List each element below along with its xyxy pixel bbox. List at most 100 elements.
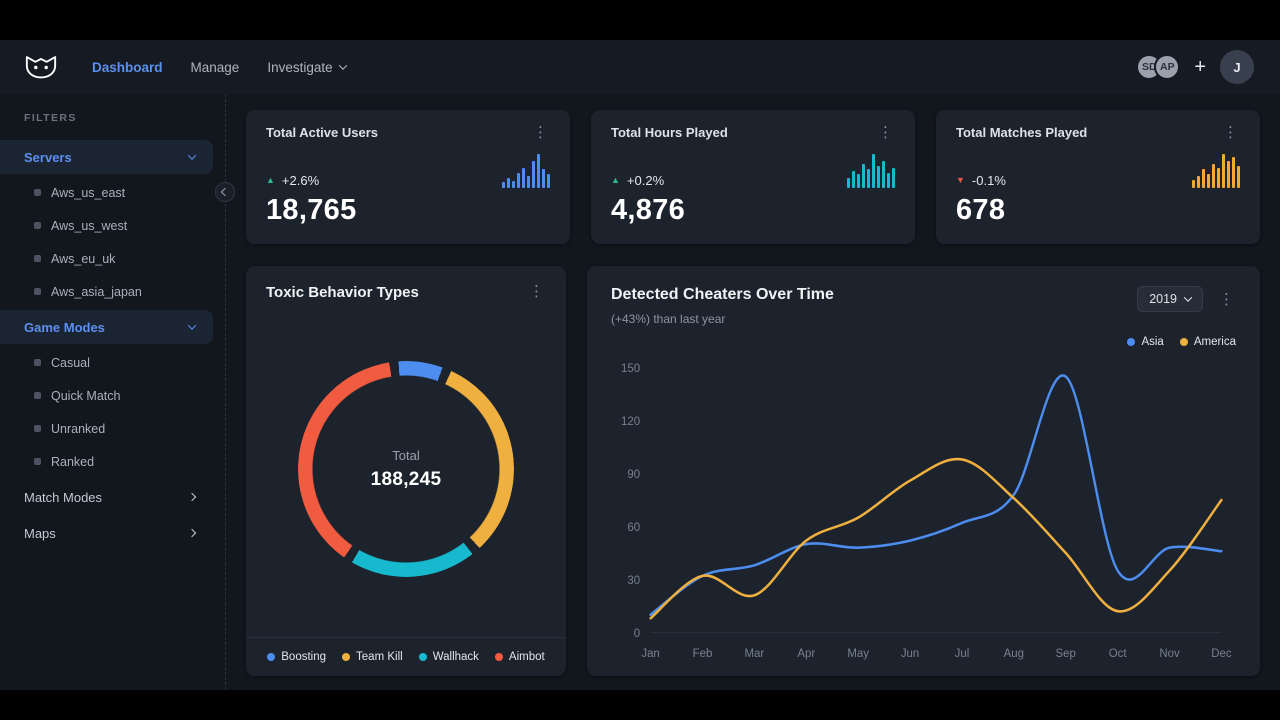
donut-center-label: Total 188,245 (298, 361, 514, 577)
axis-tick-label: May (847, 646, 869, 661)
legend-label: Boosting (281, 651, 327, 663)
hours-played-sparkline (847, 154, 895, 188)
matches-played-sparkline (1192, 154, 1240, 188)
brand-logo-icon[interactable] (24, 55, 58, 80)
cheaters-line-svg: 0 30 60 90 120 150 Jan Feb Mar Apr May Jun Jul Aug Sep… (621, 361, 1232, 661)
axis-tick-label: Jul (955, 646, 970, 661)
stat-change-value: +2.6% (281, 173, 320, 188)
axis-tick-label: 30 (627, 573, 640, 588)
stat-value: 678 (956, 194, 1006, 226)
nav-item-manage[interactable]: Manage (191, 60, 240, 75)
legend-item-asia[interactable]: Asia (1127, 336, 1164, 348)
spark-bar (857, 174, 860, 188)
donut-legend: Boosting Team Kill Wallhack Aimbot (246, 637, 566, 676)
stat-card-total-matches-played: Total Matches Played ⋮ ▼ -0.1% 678 (936, 110, 1260, 244)
card-title: Detected Cheaters Over Time (611, 286, 834, 303)
sidebar-section-servers[interactable]: Servers (0, 140, 213, 174)
nav-item-investigate[interactable]: Investigate (267, 59, 347, 75)
legend-item-aimbot[interactable]: Aimbot (494, 651, 545, 663)
legend-item-team-kill[interactable]: Team Kill (342, 651, 403, 663)
legend-dot (418, 653, 427, 661)
sidebar-section-match-modes[interactable]: Match Modes (0, 480, 213, 514)
spark-bar (882, 160, 885, 188)
sidebar-item-aws-eu-uk[interactable]: Aws_eu_uk (0, 242, 225, 275)
kebab-menu-icon[interactable]: ⋮ (878, 124, 893, 141)
bullet-icon (34, 425, 41, 432)
axis-tick-label: Sep (1056, 646, 1077, 661)
trend-up-icon: ▲ (266, 175, 275, 185)
sidebar-section-game-modes[interactable]: Game Modes (0, 310, 213, 344)
chevron-down-icon (187, 151, 197, 160)
legend-label: Aimbot (508, 651, 545, 663)
chevron-right-icon (187, 492, 197, 502)
chevron-down-icon (187, 321, 197, 330)
kebab-menu-icon[interactable]: ⋮ (1223, 124, 1238, 141)
axis-tick-label: 90 (627, 467, 640, 482)
cheaters-heading: Detected Cheaters Over Time (+43%) than … (611, 286, 834, 326)
user-avatar[interactable]: J (1220, 50, 1254, 84)
legend-dot (342, 653, 351, 661)
kebab-menu-icon[interactable]: ⋮ (1219, 290, 1234, 308)
sidebar-section-maps[interactable]: Maps (0, 516, 213, 550)
chevron-right-icon (187, 528, 197, 538)
legend-dot (494, 653, 503, 661)
stats-row: Total Active Users ⋮ ▲ +2.6% 18,765 (246, 110, 1260, 244)
axis-tick-label: Mar (745, 646, 765, 661)
toxic-behavior-card: Toxic Behavior Types ⋮ Total 188,245 (246, 266, 566, 676)
sidebar-item-aws-us-east[interactable]: Aws_us_east (0, 176, 225, 209)
kebab-menu-icon[interactable]: ⋮ (533, 124, 548, 141)
spark-bar (517, 172, 520, 188)
axis-tick-label: 0 (634, 625, 641, 640)
spark-bar (537, 154, 540, 188)
sidebar-collapse-button[interactable] (215, 182, 235, 202)
legend-item-boosting[interactable]: Boosting (267, 651, 326, 663)
nav-item-label: Investigate (267, 59, 333, 75)
stat-card-total-hours-played: Total Hours Played ⋮ ▲ +0.2% 4,876 (591, 110, 915, 244)
toxic-donut-ring (298, 361, 514, 577)
spark-bar (862, 164, 865, 188)
sidebar-item-unranked[interactable]: Unranked (0, 412, 225, 445)
sidebar-item-casual[interactable]: Casual (0, 346, 225, 379)
spark-bar (872, 154, 875, 188)
axis-tick-label: Aug (1004, 646, 1024, 661)
axis-tick-label: Jun (901, 646, 919, 661)
axis-tick-label: Feb (693, 646, 713, 661)
spark-bar (1222, 154, 1225, 188)
card-controls: 2019 ⋮ (1137, 286, 1236, 312)
nav-item-dashboard[interactable]: Dashboard (92, 60, 163, 75)
spark-bar (1202, 169, 1205, 188)
charts-row: Toxic Behavior Types ⋮ Total 188,245 (246, 266, 1260, 676)
sidebar-item-label: Quick Match (51, 388, 121, 403)
spark-bar (1207, 174, 1210, 188)
add-member-button[interactable]: + (1194, 56, 1206, 78)
filters-heading: FILTERS (24, 112, 77, 124)
nav-right-cluster: SD AP + J (1136, 50, 1254, 84)
legend-dot (1127, 338, 1136, 346)
app-window: Dashboard Manage Investigate SD AP + J (0, 40, 1280, 690)
legend-label: Asia (1141, 336, 1164, 348)
stat-title: Total Matches Played (956, 125, 1088, 140)
nav-item-label: Manage (190, 59, 240, 75)
sidebar-item-aws-us-west[interactable]: Aws_us_west (0, 209, 225, 242)
sidebar-item-quick-match[interactable]: Quick Match (0, 379, 225, 412)
sidebar-item-aws-asia-japan[interactable]: Aws_asia_japan (0, 275, 225, 308)
year-value: 2019 (1149, 292, 1177, 306)
donut-chart-area: Total 188,245 (266, 301, 546, 637)
axis-tick-label: 60 (627, 520, 640, 535)
bullet-icon (34, 359, 41, 366)
chevron-down-icon (1183, 293, 1193, 302)
line-legend: Asia America (611, 336, 1236, 348)
avatar-ap[interactable]: AP (1154, 54, 1181, 80)
spark-bar (507, 177, 510, 188)
donut-total-label: Total (392, 447, 420, 463)
stat-value: 18,765 (266, 194, 357, 226)
year-dropdown[interactable]: 2019 (1137, 286, 1203, 312)
axis-tick-label: 150 (621, 361, 640, 376)
sidebar-item-ranked[interactable]: Ranked (0, 445, 225, 478)
legend-item-wallhack[interactable]: Wallhack (418, 651, 479, 663)
spark-bar (512, 180, 515, 188)
kebab-menu-icon[interactable]: ⋮ (529, 283, 544, 300)
spark-bar (877, 165, 880, 188)
bullet-icon (34, 392, 41, 399)
legend-item-america[interactable]: America (1179, 336, 1236, 348)
